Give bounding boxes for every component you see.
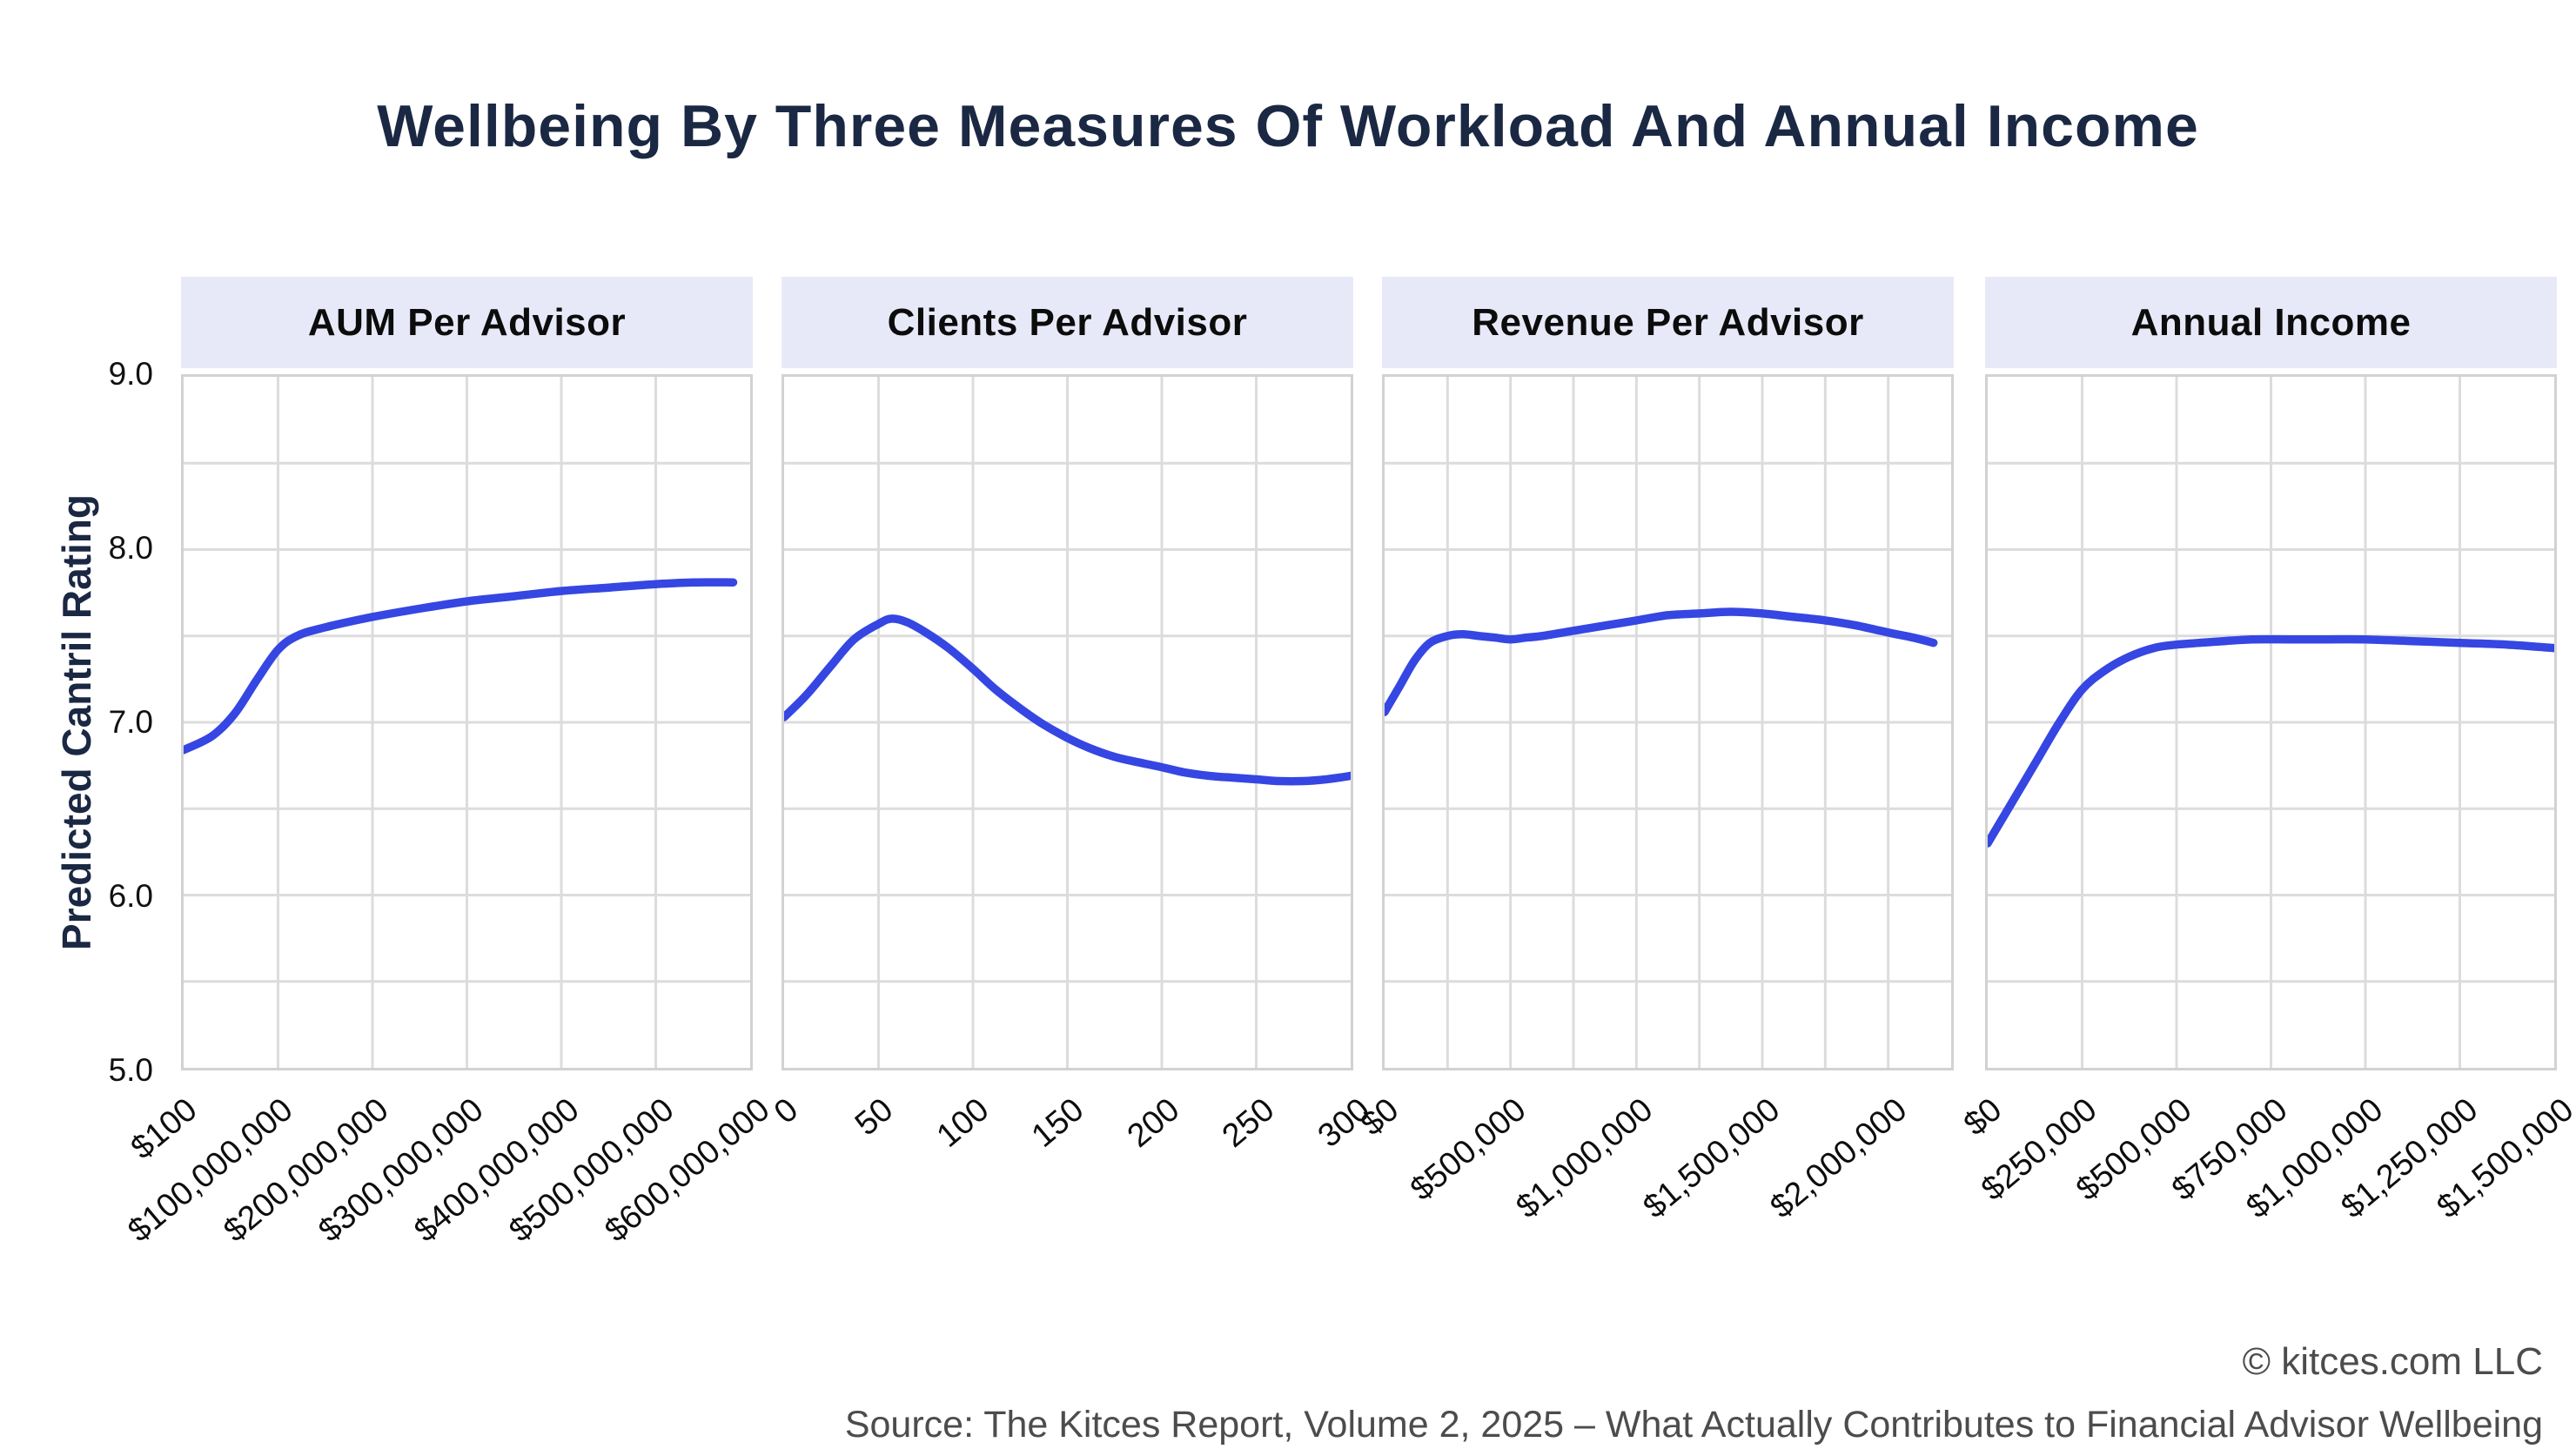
x-tick-label: 150 xyxy=(1024,1091,1091,1155)
source-note: Source: The Kitces Report, Volume 2, 202… xyxy=(844,1404,2543,1446)
x-tick-label: $200,000,000 xyxy=(216,1091,395,1250)
panel-header-clients: Clients Per Advisor xyxy=(782,277,1353,368)
x-tick-label: $100 xyxy=(124,1091,205,1167)
x-tick-label: $300,000,000 xyxy=(312,1091,491,1250)
y-axis-ticks: 9.0 8.0 7.0 6.0 5.0 xyxy=(0,356,153,1088)
line-chart-clients xyxy=(784,377,1351,1068)
y-tick-label: 6.0 xyxy=(108,878,153,914)
x-tick-label: 250 xyxy=(1215,1091,1282,1155)
x-axis-ticks-revenue: $0 $500,000 $1,000,000 $1,500,000 $2,000,000 xyxy=(1354,1070,1954,1288)
y-tick-label: 7.0 xyxy=(108,704,153,740)
x-tick-label: $1,500,000 xyxy=(1636,1091,1788,1226)
x-tick-label: $500,000 xyxy=(1403,1091,1533,1209)
x-tick-label: 0 xyxy=(767,1091,805,1131)
copyright-note: © kitces.com LLC xyxy=(2242,1340,2543,1383)
plot-area-income xyxy=(1985,374,2557,1070)
x-tick-label: 50 xyxy=(849,1091,901,1144)
wellbeing-curve xyxy=(1988,634,2554,848)
line-chart-revenue xyxy=(1385,377,1951,1068)
panel-header-aum: AUM Per Advisor xyxy=(181,277,753,368)
plot-area-revenue xyxy=(1382,374,1954,1070)
x-tick-label: $400,000,000 xyxy=(406,1091,587,1250)
line-chart-aum xyxy=(184,377,750,1068)
line-chart-income xyxy=(1988,377,2554,1068)
y-tick-label: 5.0 xyxy=(108,1052,153,1088)
x-tick-label: $0 xyxy=(1353,1091,1405,1144)
panel-annual-income: Annual Income $0 $250,000 $500,000 $750,000… xyxy=(1957,277,2576,1288)
wellbeing-curve xyxy=(784,614,1351,786)
x-tick-label: $600,000,000 xyxy=(597,1091,776,1250)
x-axis-ticks-income: $0 $250,000 $500,000 $750,000 $1,000,000 $1,2… xyxy=(1957,1070,2576,1288)
panel-header-revenue: Revenue Per Advisor xyxy=(1382,277,1954,368)
wellbeing-curve xyxy=(184,578,738,755)
chart-title: Wellbeing By Three Measures Of Workload … xyxy=(377,93,2199,159)
x-axis-ticks-clients: 0 50 100 150 200 250 300 xyxy=(768,1070,1377,1288)
panel-aum-per-advisor: AUM Per Advisor $100 $100,000,000 $200,000… xyxy=(121,277,776,1288)
panel-revenue-per-advisor: Revenue Per Advisor $0 $500,000 $1,000,000… xyxy=(1354,277,1954,1288)
x-tick-label: $0 xyxy=(1956,1091,2009,1144)
plot-area-aum xyxy=(181,374,753,1070)
panel-header-income: Annual Income xyxy=(1985,277,2557,368)
wellbeing-curve xyxy=(1385,607,1938,716)
y-tick-label: 8.0 xyxy=(108,530,153,566)
x-tick-label: $100,000,000 xyxy=(121,1091,300,1250)
y-tick-label: 9.0 xyxy=(108,356,153,392)
panel-clients-per-advisor: Clients Per Advisor 0 50 100 150 200 250 300 xyxy=(768,277,1377,1288)
x-tick-label: 100 xyxy=(929,1091,996,1155)
plot-area-clients xyxy=(782,374,1353,1070)
x-tick-label: $1,000,000 xyxy=(1509,1091,1660,1226)
x-tick-label: $500,000,000 xyxy=(502,1091,681,1250)
x-tick-label: $2,000,000 xyxy=(1763,1091,1915,1226)
x-tick-label: 200 xyxy=(1120,1091,1187,1155)
x-axis-ticks-aum: $100 $100,000,000 $200,000,000 $300,000,000… xyxy=(121,1070,776,1288)
